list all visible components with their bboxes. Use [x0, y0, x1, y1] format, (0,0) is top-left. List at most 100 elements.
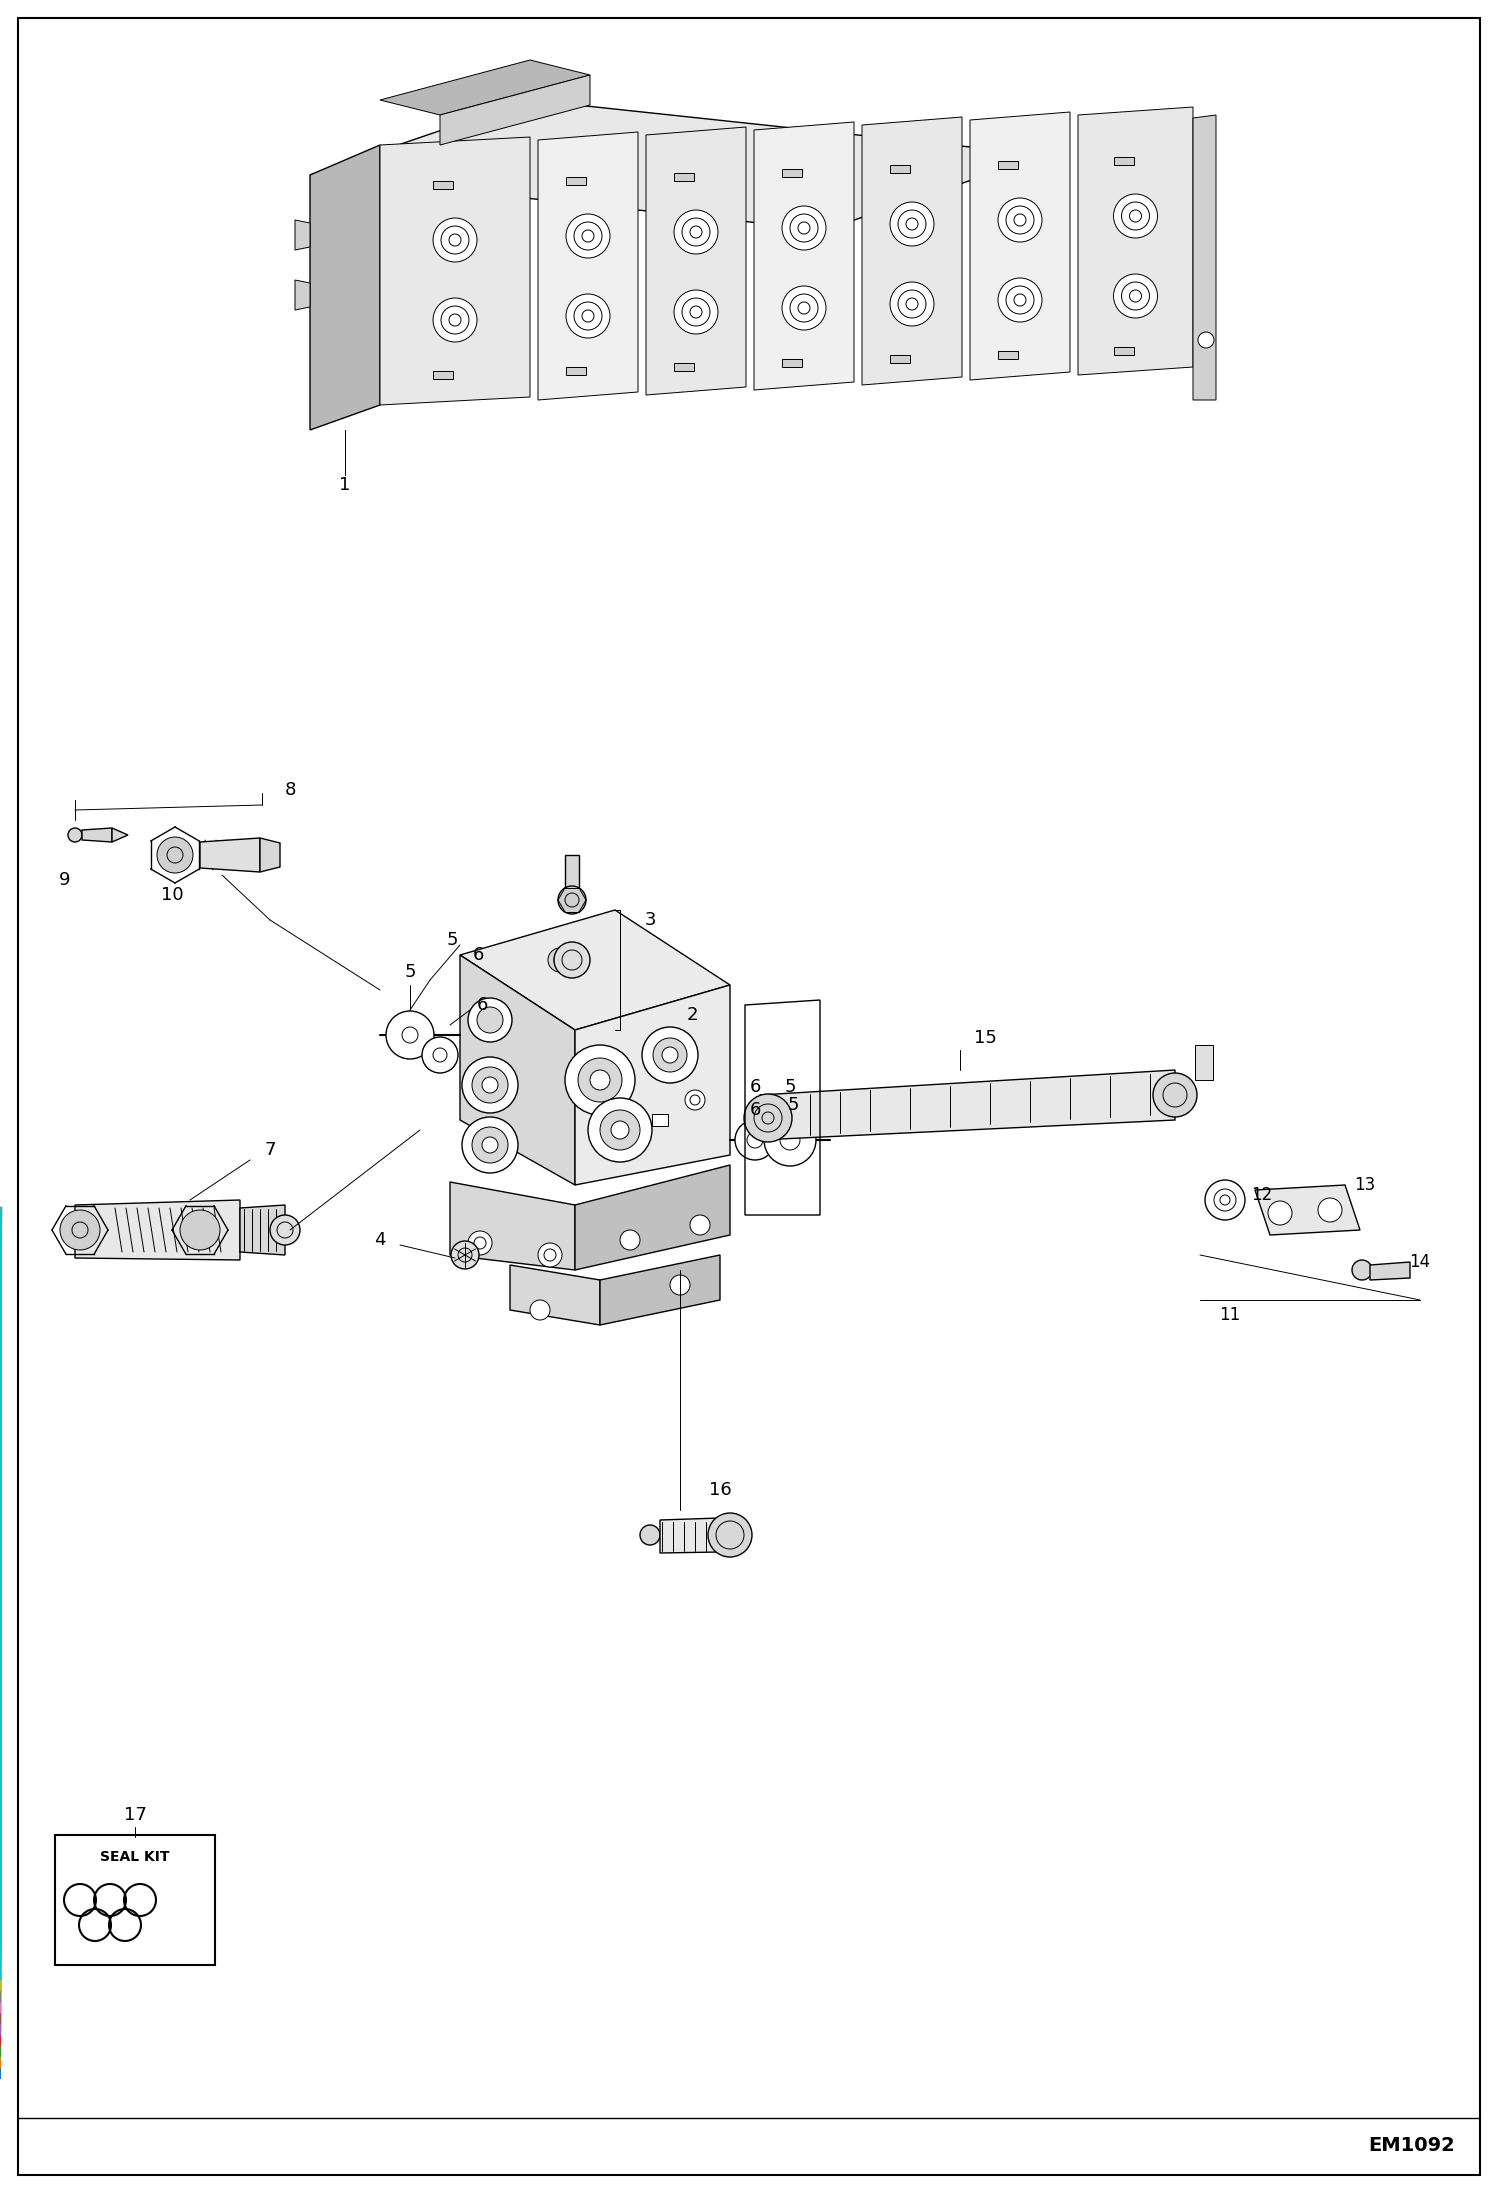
Polygon shape — [295, 281, 310, 309]
Text: 6: 6 — [749, 1101, 761, 1118]
Text: 6: 6 — [476, 996, 488, 1013]
Circle shape — [670, 1274, 691, 1296]
Circle shape — [530, 1300, 550, 1320]
Bar — [674, 173, 694, 182]
Circle shape — [653, 1037, 688, 1072]
Circle shape — [674, 211, 718, 254]
Circle shape — [643, 1026, 698, 1083]
Circle shape — [998, 197, 1043, 241]
Bar — [433, 371, 452, 379]
Polygon shape — [82, 829, 112, 842]
Text: 9: 9 — [60, 871, 70, 888]
Polygon shape — [460, 954, 575, 1184]
Circle shape — [736, 1121, 774, 1160]
Polygon shape — [1371, 1261, 1410, 1281]
Circle shape — [482, 1136, 497, 1154]
Circle shape — [685, 1090, 706, 1110]
Polygon shape — [575, 985, 730, 1184]
Circle shape — [764, 1114, 816, 1167]
Polygon shape — [240, 1204, 285, 1254]
Circle shape — [566, 215, 610, 259]
Circle shape — [472, 1068, 508, 1103]
Circle shape — [782, 206, 825, 250]
Bar — [782, 360, 801, 366]
Polygon shape — [661, 1518, 721, 1553]
Polygon shape — [538, 132, 638, 399]
Circle shape — [461, 1116, 518, 1173]
Circle shape — [1204, 1180, 1245, 1219]
Polygon shape — [1192, 114, 1216, 399]
Text: 17: 17 — [123, 1807, 147, 1825]
Polygon shape — [201, 838, 261, 873]
Circle shape — [674, 289, 718, 333]
Circle shape — [1198, 331, 1213, 349]
Polygon shape — [261, 838, 280, 873]
Polygon shape — [112, 829, 127, 842]
Circle shape — [782, 285, 825, 329]
Circle shape — [890, 283, 933, 327]
Polygon shape — [449, 1182, 575, 1270]
Circle shape — [566, 294, 610, 338]
Circle shape — [557, 886, 586, 914]
Circle shape — [662, 1046, 679, 1064]
Polygon shape — [861, 116, 962, 386]
Circle shape — [451, 1241, 479, 1270]
Circle shape — [745, 1094, 792, 1143]
Circle shape — [461, 1057, 518, 1114]
Circle shape — [578, 1057, 622, 1103]
Polygon shape — [759, 1070, 1174, 1140]
Text: 4: 4 — [374, 1230, 386, 1250]
Circle shape — [601, 1110, 640, 1149]
Polygon shape — [310, 101, 1046, 230]
Bar — [433, 182, 452, 189]
Circle shape — [433, 217, 476, 261]
Circle shape — [890, 202, 933, 246]
Circle shape — [548, 947, 572, 971]
Circle shape — [1353, 1261, 1372, 1281]
Text: EM1092: EM1092 — [1368, 2136, 1455, 2156]
Circle shape — [467, 998, 512, 1042]
Polygon shape — [295, 219, 310, 250]
Bar — [55, 1836, 216, 1965]
Bar — [652, 1114, 668, 1125]
Polygon shape — [460, 910, 730, 1031]
Circle shape — [1113, 274, 1158, 318]
Text: SEAL KIT: SEAL KIT — [100, 1851, 169, 1864]
Circle shape — [620, 1230, 640, 1250]
Bar — [782, 169, 801, 178]
Circle shape — [691, 1215, 710, 1235]
Circle shape — [554, 943, 590, 978]
Circle shape — [589, 1099, 652, 1162]
Polygon shape — [75, 1200, 240, 1261]
Text: 10: 10 — [160, 886, 183, 904]
Circle shape — [482, 1077, 497, 1092]
Text: 1: 1 — [340, 476, 351, 493]
Text: 6: 6 — [749, 1079, 761, 1096]
Bar — [674, 364, 694, 371]
Bar — [1113, 158, 1134, 164]
Circle shape — [433, 298, 476, 342]
Bar — [998, 351, 1019, 360]
Polygon shape — [440, 75, 590, 145]
Polygon shape — [601, 1254, 721, 1325]
Circle shape — [180, 1211, 220, 1250]
Bar — [890, 355, 909, 364]
Bar — [565, 855, 580, 906]
Circle shape — [1153, 1072, 1197, 1116]
Text: 5: 5 — [446, 932, 458, 950]
Text: 14: 14 — [1410, 1252, 1431, 1272]
Circle shape — [709, 1513, 752, 1557]
Text: 5: 5 — [404, 963, 416, 980]
Circle shape — [640, 1524, 661, 1546]
Polygon shape — [380, 59, 590, 114]
Circle shape — [67, 829, 82, 842]
Circle shape — [1267, 1202, 1291, 1226]
Text: 2: 2 — [686, 1007, 698, 1024]
Circle shape — [60, 1211, 100, 1250]
Circle shape — [611, 1121, 629, 1138]
Circle shape — [1113, 193, 1158, 239]
Circle shape — [467, 1230, 491, 1254]
Bar — [1113, 346, 1134, 355]
Text: 7: 7 — [264, 1140, 276, 1158]
Bar — [566, 366, 586, 375]
